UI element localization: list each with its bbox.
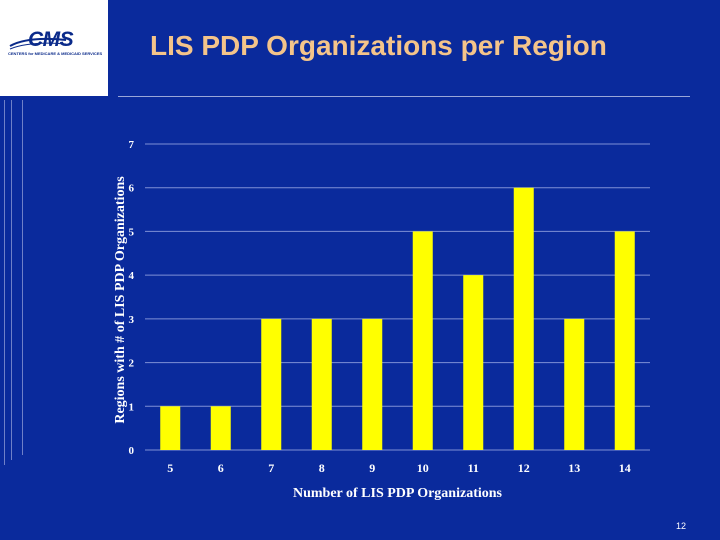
bar bbox=[513, 187, 534, 450]
x-tick-label: 13 bbox=[568, 461, 580, 475]
side-rule-2 bbox=[11, 100, 12, 460]
y-tick-label: 3 bbox=[129, 314, 135, 326]
y-tick-label: 7 bbox=[129, 139, 135, 151]
bar bbox=[311, 318, 332, 450]
side-rule-3 bbox=[22, 100, 23, 455]
bar bbox=[160, 406, 181, 450]
bar bbox=[210, 406, 231, 450]
x-tick-label: 11 bbox=[468, 461, 479, 475]
logo-text: CMS bbox=[28, 28, 74, 51]
x-tick-label: 5 bbox=[167, 461, 173, 475]
y-tick-label: 1 bbox=[129, 401, 135, 413]
title-divider bbox=[118, 96, 690, 97]
side-rule-1 bbox=[4, 100, 5, 465]
bar bbox=[463, 275, 484, 450]
bar bbox=[362, 318, 383, 450]
bar bbox=[564, 318, 585, 450]
slide-title: LIS PDP Organizations per Region bbox=[150, 30, 607, 61]
slide-number: 12 bbox=[676, 521, 687, 531]
x-tick-label: 6 bbox=[218, 461, 224, 475]
x-tick-label: 12 bbox=[518, 461, 530, 475]
x-axis-title: Number of LIS PDP Organizations bbox=[293, 486, 503, 501]
y-tick-label: 0 bbox=[129, 445, 135, 457]
bar bbox=[261, 318, 282, 450]
bar bbox=[614, 231, 635, 450]
x-tick-label: 10 bbox=[417, 461, 429, 475]
x-tick-label: 8 bbox=[319, 461, 325, 475]
bar bbox=[412, 231, 433, 450]
y-tick-label: 6 bbox=[129, 183, 135, 195]
x-tick-label: 7 bbox=[268, 461, 274, 475]
y-tick-label: 4 bbox=[129, 270, 135, 282]
y-tick-label: 2 bbox=[129, 358, 135, 370]
y-axis-title: Regions with # of LIS PDP Organizations bbox=[113, 176, 128, 424]
x-tick-label: 9 bbox=[369, 461, 375, 475]
x-tick-label: 14 bbox=[619, 461, 631, 475]
cms-logo: CMS CENTERS for MEDICARE & MEDICAID SERV… bbox=[0, 0, 108, 96]
y-tick-label: 5 bbox=[129, 226, 135, 238]
logo-tagline: CENTERS for MEDICARE & MEDICAID SERVICES bbox=[8, 51, 103, 56]
logo-swoosh-icon bbox=[9, 37, 67, 50]
